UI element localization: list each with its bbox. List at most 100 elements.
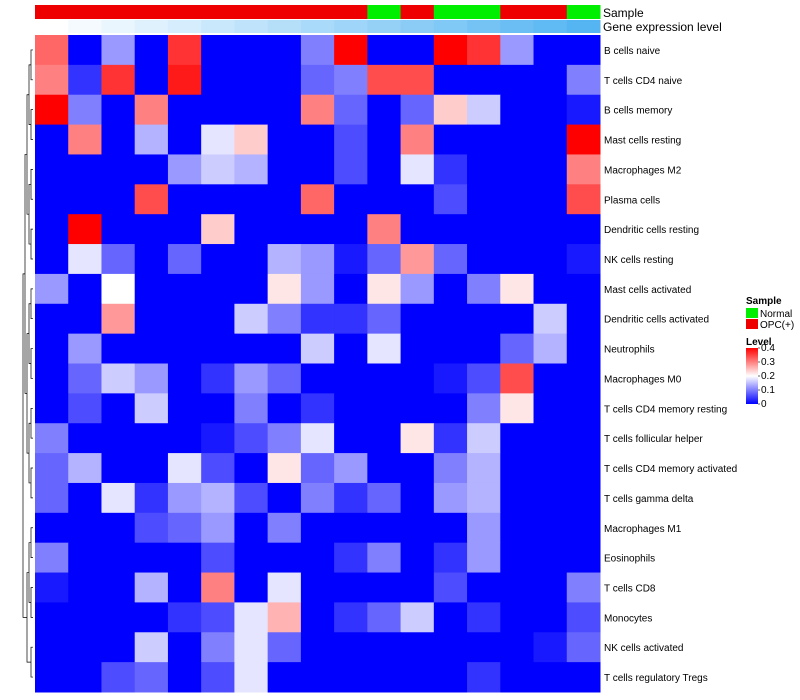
heatmap-cell: [500, 453, 535, 484]
heatmap-cell: [201, 124, 235, 155]
heatmap-cell: [234, 602, 269, 633]
heatmap-cell: [201, 273, 235, 305]
heatmap-cell: [201, 393, 235, 424]
expression-cell: [267, 20, 302, 33]
heatmap-cell: [35, 542, 69, 574]
heatmap-cell: [400, 303, 435, 335]
sample-cell: [566, 5, 601, 19]
heatmap-cell: [134, 363, 169, 394]
heatmap-cell: [267, 512, 302, 544]
expression-cell: [300, 20, 335, 33]
heatmap-cell: [134, 662, 169, 693]
heatmap-cell: [367, 572, 402, 603]
heatmap-cell: [267, 423, 302, 454]
heatmap-cell: [500, 35, 535, 66]
sample-cell: [267, 5, 302, 19]
row-label: Monocytes: [604, 613, 652, 624]
heatmap-cell: [566, 662, 601, 693]
heatmap-cell: [300, 35, 335, 66]
heatmap-cell: [433, 662, 468, 693]
heatmap-cell: [300, 602, 335, 633]
heatmap-cell: [433, 94, 468, 126]
heatmap-cell: [201, 482, 235, 514]
heatmap-cell: [201, 662, 235, 693]
row-label: Plasma cells: [604, 195, 660, 206]
heatmap-cell: [201, 154, 235, 185]
heatmap-cell: [101, 273, 136, 305]
heatmap-cell: [433, 35, 468, 66]
heatmap-cell: [134, 572, 169, 603]
heatmap-cell: [400, 214, 435, 245]
heatmap-cell: [533, 124, 568, 155]
dendrogram-branch: [30, 109, 33, 140]
heatmap-cell: [101, 482, 136, 514]
row-labels: B cells naive T cells CD4 naive B cells me…: [604, 46, 737, 684]
heatmap-cell: [234, 393, 269, 424]
heatmap-cell: [134, 333, 169, 364]
heatmap-cell: [533, 35, 568, 66]
heatmap-cell: [367, 363, 402, 394]
heatmap-cell: [35, 632, 69, 663]
row-label: Dendritic cells resting: [604, 225, 699, 236]
heatmap-cell: [433, 124, 468, 155]
heatmap-cell: [334, 184, 368, 215]
heatmap-cell: [300, 273, 335, 305]
heatmap-cell: [500, 662, 535, 693]
heatmap-cell: [367, 602, 402, 633]
heatmap-cell: [566, 124, 601, 155]
row-label: Macrophages M2: [604, 165, 682, 176]
legend: Sample Normal OPC(+) Level 0.4 0.3 0.2 0.1 0: [746, 296, 794, 410]
dendrogram-branch: [30, 646, 33, 678]
heatmap-cell: [367, 214, 402, 245]
dendrogram-branch: [30, 348, 33, 379]
heatmap-cell: [566, 214, 601, 245]
heatmap-cell: [68, 184, 102, 215]
heatmap-cell: [533, 64, 568, 96]
heatmap-cell: [500, 423, 535, 454]
heatmap-cell: [533, 423, 568, 454]
heatmap-cell: [433, 572, 468, 603]
heatmap-cell: [167, 363, 202, 394]
heatmap-cell: [533, 154, 568, 185]
heatmap-cell: [68, 512, 102, 544]
heatmap-cell: [334, 512, 368, 544]
heatmap-cell: [267, 632, 302, 663]
row-dendrogram: [22, 49, 33, 678]
heatmap-cell: [234, 662, 269, 693]
heatmap-cell: [566, 632, 601, 663]
heatmap-cell: [367, 423, 402, 454]
heatmap-cell: [68, 64, 102, 96]
row-label: T cells CD4 memory resting: [604, 404, 727, 415]
heatmap-cell: [334, 64, 368, 96]
heatmap-cell: [400, 602, 435, 633]
heatmap-cell: [134, 482, 169, 514]
heatmap-cell: [167, 482, 202, 514]
heatmap-cell: [134, 273, 169, 305]
heatmap-cell: [500, 184, 535, 215]
heatmap-cell: [400, 273, 435, 305]
heatmap-cell: [334, 542, 368, 574]
heatmap-cell: [400, 64, 435, 96]
expression-cell: [467, 20, 501, 33]
heatmap-cell: [400, 244, 435, 275]
heatmap-cell: [467, 35, 501, 66]
heatmap-cell: [500, 214, 535, 245]
heatmap-cell: [300, 214, 335, 245]
heatmap-cell: [433, 333, 468, 364]
heatmap-cell: [234, 333, 269, 364]
heatmap-cell: [68, 602, 102, 633]
heatmap-cells: [35, 35, 601, 693]
heatmap-cell: [433, 453, 468, 484]
heatmap-cell: [433, 184, 468, 215]
heatmap-cell: [35, 363, 69, 394]
heatmap-cell: [500, 303, 535, 335]
dendrogram-branch: [30, 228, 33, 260]
expression-cell: [500, 20, 535, 33]
heatmap-cell: [267, 363, 302, 394]
heatmap-cell: [201, 35, 235, 66]
heatmap-cell: [467, 453, 501, 484]
heatmap-cell: [500, 512, 535, 544]
heatmap-cell: [35, 453, 69, 484]
heatmap-cell: [201, 632, 235, 663]
heatmap-cell: [566, 482, 601, 514]
